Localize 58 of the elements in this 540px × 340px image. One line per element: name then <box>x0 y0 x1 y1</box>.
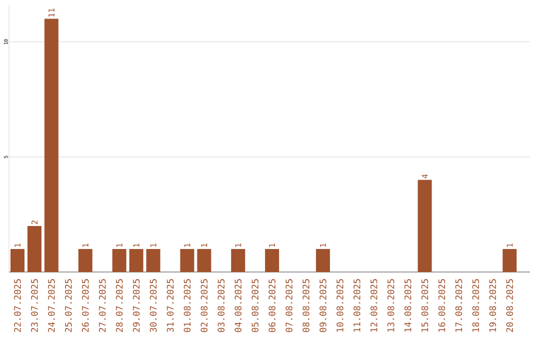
x-tick-label: 27.07.2025 <box>98 279 106 332</box>
data-label: 2 <box>31 220 38 224</box>
bar <box>78 248 92 272</box>
bar <box>112 248 126 272</box>
x-tick-label: 30.07.2025 <box>150 279 157 332</box>
data-label: 4 <box>422 174 428 178</box>
x-tick-label: 15.08.2025 <box>421 279 428 332</box>
x-tick-label: 02.08.2025 <box>200 279 208 332</box>
x-tick-label: 07.08.2025 <box>286 279 292 332</box>
bar <box>231 248 246 272</box>
data-label: 1 <box>150 244 156 247</box>
data-label: 1 <box>14 244 20 247</box>
x-tick-label: 18.08.2025 <box>472 279 480 332</box>
x-tick-label: 13.08.2025 <box>387 279 394 332</box>
x-tick-label: 17.08.2025 <box>455 279 462 332</box>
x-tick-label: 31.07.2025 <box>166 279 174 332</box>
x-tick-label: 20.08.2025 <box>506 279 514 332</box>
data-label: 1 <box>184 244 190 247</box>
x-tick-label: 26.07.2025 <box>82 279 89 332</box>
x-tick-label: 04.08.2025 <box>234 279 242 332</box>
data-label: 1 <box>82 244 88 247</box>
x-tick-label: 03.08.2025 <box>218 279 225 332</box>
x-tick-label: 14.08.2025 <box>404 279 412 332</box>
bar <box>146 248 160 272</box>
bar <box>418 180 432 272</box>
x-tick-label: 01.08.2025 <box>184 279 191 332</box>
data-label: 11 <box>48 8 54 17</box>
bar <box>180 248 194 272</box>
bar <box>10 248 24 272</box>
bar <box>265 248 280 272</box>
x-tick-label: 11.08.2025 <box>354 279 360 332</box>
bar <box>316 248 330 272</box>
x-tick-label: 22.07.2025 <box>14 279 21 332</box>
x-tick-label: 23.07.2025 <box>31 279 38 332</box>
data-label: 1 <box>235 244 242 247</box>
x-tick-label: 28.07.2025 <box>116 279 123 332</box>
x-tick-label: 09.08.2025 <box>320 279 326 332</box>
data-label: 1 <box>201 244 208 247</box>
x-tick-label: 05.08.2025 <box>252 279 258 332</box>
data-label: 1 <box>506 244 513 247</box>
x-tick-label: 12.08.2025 <box>370 279 378 332</box>
x-tick-label: 16.08.2025 <box>438 279 446 332</box>
bar <box>197 248 212 272</box>
x-tick-label: 25.07.2025 <box>64 279 72 332</box>
bar <box>502 248 517 272</box>
data-label: 1 <box>320 244 326 247</box>
data-label: 1 <box>116 244 122 247</box>
x-tick-label: 19.08.2025 <box>489 279 496 332</box>
data-label: 1 <box>269 244 275 247</box>
data-label: 1 <box>133 244 140 247</box>
x-tick-label: 29.07.2025 <box>132 279 140 332</box>
x-tick-label: 24.07.2025 <box>48 279 55 332</box>
x-tick-label: 10.08.2025 <box>336 279 344 332</box>
bar <box>129 248 144 272</box>
x-tick-label: 08.08.2025 <box>302 279 310 332</box>
bar <box>27 226 42 272</box>
x-tick-label: 06.08.2025 <box>268 279 276 332</box>
bar <box>44 18 58 272</box>
